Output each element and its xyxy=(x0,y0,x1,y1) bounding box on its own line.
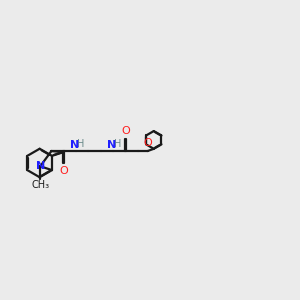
Text: H: H xyxy=(114,139,121,149)
Text: CH₃: CH₃ xyxy=(31,180,49,190)
Text: O: O xyxy=(59,166,68,176)
Text: O: O xyxy=(121,126,130,136)
Text: N: N xyxy=(107,140,117,150)
Text: O: O xyxy=(143,138,152,148)
Text: H: H xyxy=(77,139,84,149)
Text: N: N xyxy=(70,140,80,150)
Text: N: N xyxy=(36,161,45,171)
